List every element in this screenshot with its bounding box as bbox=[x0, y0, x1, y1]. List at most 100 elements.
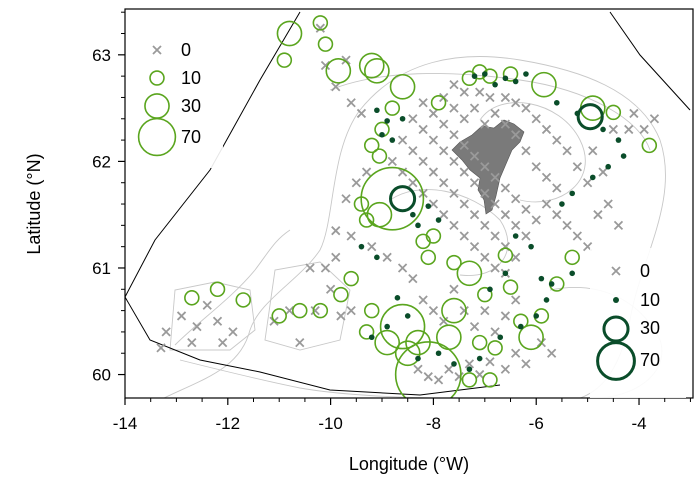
series-b-point bbox=[451, 361, 457, 367]
legend-box bbox=[135, 14, 223, 168]
legend-label: 30 bbox=[640, 318, 660, 338]
zero-catch-cross bbox=[552, 210, 562, 220]
zero-catch-cross bbox=[469, 242, 480, 252]
zero-catch-cross bbox=[459, 140, 469, 151]
series-b-point bbox=[569, 190, 576, 197]
zero-catch-cross bbox=[490, 263, 500, 273]
zero-catch-cross bbox=[449, 80, 459, 90]
series-b-point bbox=[533, 313, 540, 319]
zero-catch-cross bbox=[346, 305, 356, 316]
series-a-point bbox=[487, 340, 503, 356]
zero-catch-cross bbox=[490, 108, 500, 119]
zero-catch-cross bbox=[346, 98, 356, 108]
boundary-lines bbox=[125, 11, 691, 396]
zero-catch-cross bbox=[500, 311, 511, 321]
zero-catch-cross bbox=[341, 55, 351, 65]
series-b-point bbox=[576, 103, 604, 131]
series-a-point bbox=[405, 329, 431, 356]
series-b-point bbox=[482, 71, 488, 77]
series-a-point bbox=[343, 270, 359, 287]
legend-label: 30 bbox=[181, 96, 201, 116]
zero-catch-cross bbox=[156, 343, 166, 353]
contour-line bbox=[264, 261, 351, 351]
series-a-point bbox=[184, 290, 200, 306]
data-points bbox=[156, 15, 660, 398]
series-a-point bbox=[292, 302, 308, 319]
zero-catch-cross bbox=[593, 210, 603, 220]
zero-catch-cross bbox=[552, 135, 562, 145]
series-a-point bbox=[358, 212, 375, 228]
zero-catch-cross bbox=[511, 130, 521, 140]
series-b-point bbox=[384, 118, 390, 124]
series-b-point bbox=[538, 275, 545, 282]
series-a-point bbox=[276, 52, 293, 68]
series-a-point bbox=[358, 52, 385, 79]
zero-catch-cross bbox=[541, 172, 552, 183]
legend-cross bbox=[152, 45, 162, 55]
series-a-point bbox=[482, 68, 498, 84]
x-tick-label: -14 bbox=[113, 414, 138, 433]
zero-catch-cross bbox=[459, 167, 469, 177]
zero-catch-cross bbox=[480, 220, 490, 230]
x-tick-label: -10 bbox=[318, 414, 343, 433]
zero-catch-cross bbox=[439, 210, 449, 220]
zero-catch-cross bbox=[449, 103, 459, 113]
series-b-point bbox=[415, 222, 421, 229]
series-b-point bbox=[523, 71, 529, 77]
series-a-point bbox=[502, 279, 519, 295]
series-b-point bbox=[548, 281, 555, 287]
zero-catch-cross bbox=[346, 231, 356, 241]
series-a-point bbox=[317, 36, 334, 52]
zero-catch-cross bbox=[351, 178, 361, 188]
zero-catch-cross bbox=[305, 263, 315, 273]
series-b-point bbox=[435, 350, 442, 357]
series-b-point bbox=[620, 153, 627, 159]
zero-catch-cross bbox=[531, 215, 541, 225]
zero-catch-cross bbox=[192, 321, 202, 332]
zero-catch-cross bbox=[608, 124, 618, 135]
series-b-point bbox=[404, 313, 411, 319]
plot-frame bbox=[124, 8, 694, 399]
x-tick-label: -12 bbox=[216, 414, 241, 433]
series-a-point bbox=[461, 372, 478, 388]
series-a-point bbox=[363, 302, 380, 319]
zero-catch-cross bbox=[547, 348, 557, 358]
series-a-point bbox=[325, 57, 352, 84]
series-a-point bbox=[364, 57, 390, 84]
series-b-point bbox=[466, 366, 473, 373]
series-b-point bbox=[553, 99, 560, 106]
zero-catch-cross bbox=[387, 156, 397, 167]
series-a-point bbox=[502, 66, 519, 82]
zero-catch-cross bbox=[382, 252, 392, 262]
zero-catch-cross bbox=[439, 146, 449, 156]
series-a-point bbox=[482, 372, 498, 388]
zero-catch-cross bbox=[428, 305, 439, 316]
series-a-point bbox=[235, 292, 251, 308]
zero-catch-cross bbox=[418, 295, 428, 305]
series-a-point bbox=[389, 73, 416, 100]
series-a-point bbox=[641, 137, 658, 154]
series-b-point bbox=[358, 243, 365, 250]
series-a-point bbox=[271, 308, 287, 324]
contour-line bbox=[329, 72, 651, 151]
series-a-point bbox=[358, 324, 375, 340]
zero-catch-cross bbox=[449, 284, 459, 294]
zero-catch-cross bbox=[521, 103, 531, 113]
zero-catch-cross bbox=[490, 172, 500, 183]
zero-catch-cross bbox=[511, 348, 521, 358]
series-a-point bbox=[371, 148, 388, 164]
series-a-point bbox=[366, 201, 393, 228]
series-a-point bbox=[531, 71, 557, 98]
zero-catch-cross bbox=[433, 375, 444, 385]
zero-catch-cross bbox=[480, 252, 490, 262]
zero-catch-cross bbox=[459, 114, 469, 124]
zero-catch-cross bbox=[331, 226, 341, 236]
zero-catch-cross bbox=[469, 321, 480, 332]
zero-catch-cross bbox=[228, 327, 238, 337]
series-b-point bbox=[615, 137, 622, 143]
zero-catch-cross bbox=[331, 252, 341, 262]
zero-catch-cross bbox=[500, 92, 511, 103]
series-a-point bbox=[564, 249, 580, 266]
zero-catch-cross bbox=[475, 369, 485, 380]
series-a-point bbox=[209, 281, 226, 298]
